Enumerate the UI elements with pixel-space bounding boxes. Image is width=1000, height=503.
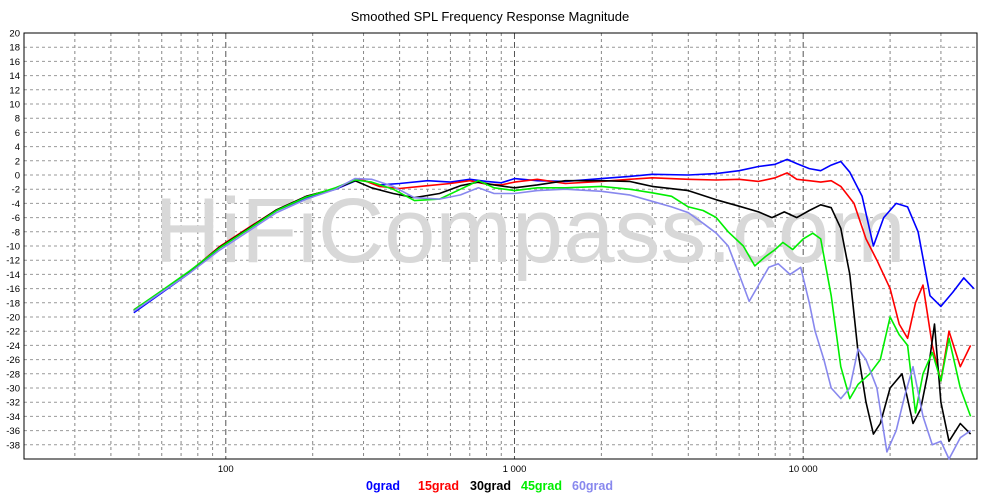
y-tick-label: -12 <box>6 256 20 267</box>
y-tick-label: 14 <box>9 71 20 82</box>
chart-title: Smoothed SPL Frequency Response Magnitud… <box>351 9 629 24</box>
y-tick-label: 0 <box>15 171 20 182</box>
y-tick-label: -24 <box>6 341 20 352</box>
y-tick-label: -4 <box>12 199 20 210</box>
axes: 20181614121086420-2-4-6-8-10-12-14-16-18… <box>6 29 978 475</box>
legend-item-45grad: 45grad <box>521 479 562 493</box>
y-tick-label: -26 <box>6 355 20 366</box>
y-tick-label: 8 <box>15 114 20 125</box>
x-tick-label: 100 <box>218 464 234 475</box>
legend-item-0grad: 0grad <box>366 479 400 493</box>
y-tick-label: -38 <box>6 440 20 451</box>
plot-frame <box>23 32 978 460</box>
y-tick-label: 4 <box>15 142 20 153</box>
y-tick-label: 10 <box>9 100 20 111</box>
series-lines <box>133 158 975 460</box>
legend-item-60grad: 60grad <box>572 479 613 493</box>
legend-item-15grad: 15grad <box>418 479 459 493</box>
watermark: HiFiCompass.com <box>154 180 905 282</box>
y-tick-label: -16 <box>6 284 20 295</box>
y-tick-label: -36 <box>6 426 20 437</box>
y-tick-label: -10 <box>6 242 20 253</box>
legend-item-30grad: 30grad <box>470 479 511 493</box>
y-tick-label: -14 <box>6 270 20 281</box>
y-tick-label: 18 <box>9 43 20 54</box>
y-tick-label: -8 <box>12 227 20 238</box>
y-tick-label: 16 <box>9 57 20 68</box>
y-tick-label: -6 <box>12 213 20 224</box>
x-tick-label: 10 000 <box>789 464 818 475</box>
y-tick-label: -28 <box>6 369 20 380</box>
y-tick-label: -18 <box>6 298 20 309</box>
y-tick-label: -20 <box>6 313 20 324</box>
y-tick-label: -34 <box>6 412 20 423</box>
y-tick-label: -32 <box>6 398 20 409</box>
y-tick-label: 2 <box>15 156 20 167</box>
y-tick-label: 6 <box>15 128 20 139</box>
legend: 0grad 15grad 30grad 45grad 60grad <box>366 479 613 493</box>
y-tick-label: -2 <box>12 185 20 196</box>
y-tick-label: 12 <box>9 85 20 96</box>
series-line-60grad <box>133 177 972 460</box>
x-tick-label: 1 000 <box>503 464 527 475</box>
y-tick-label: 20 <box>9 29 20 40</box>
y-tick-label: -22 <box>6 327 20 338</box>
y-tick-label: -30 <box>6 384 20 395</box>
series-line-45grad <box>133 179 972 417</box>
grid-lines <box>23 32 978 459</box>
